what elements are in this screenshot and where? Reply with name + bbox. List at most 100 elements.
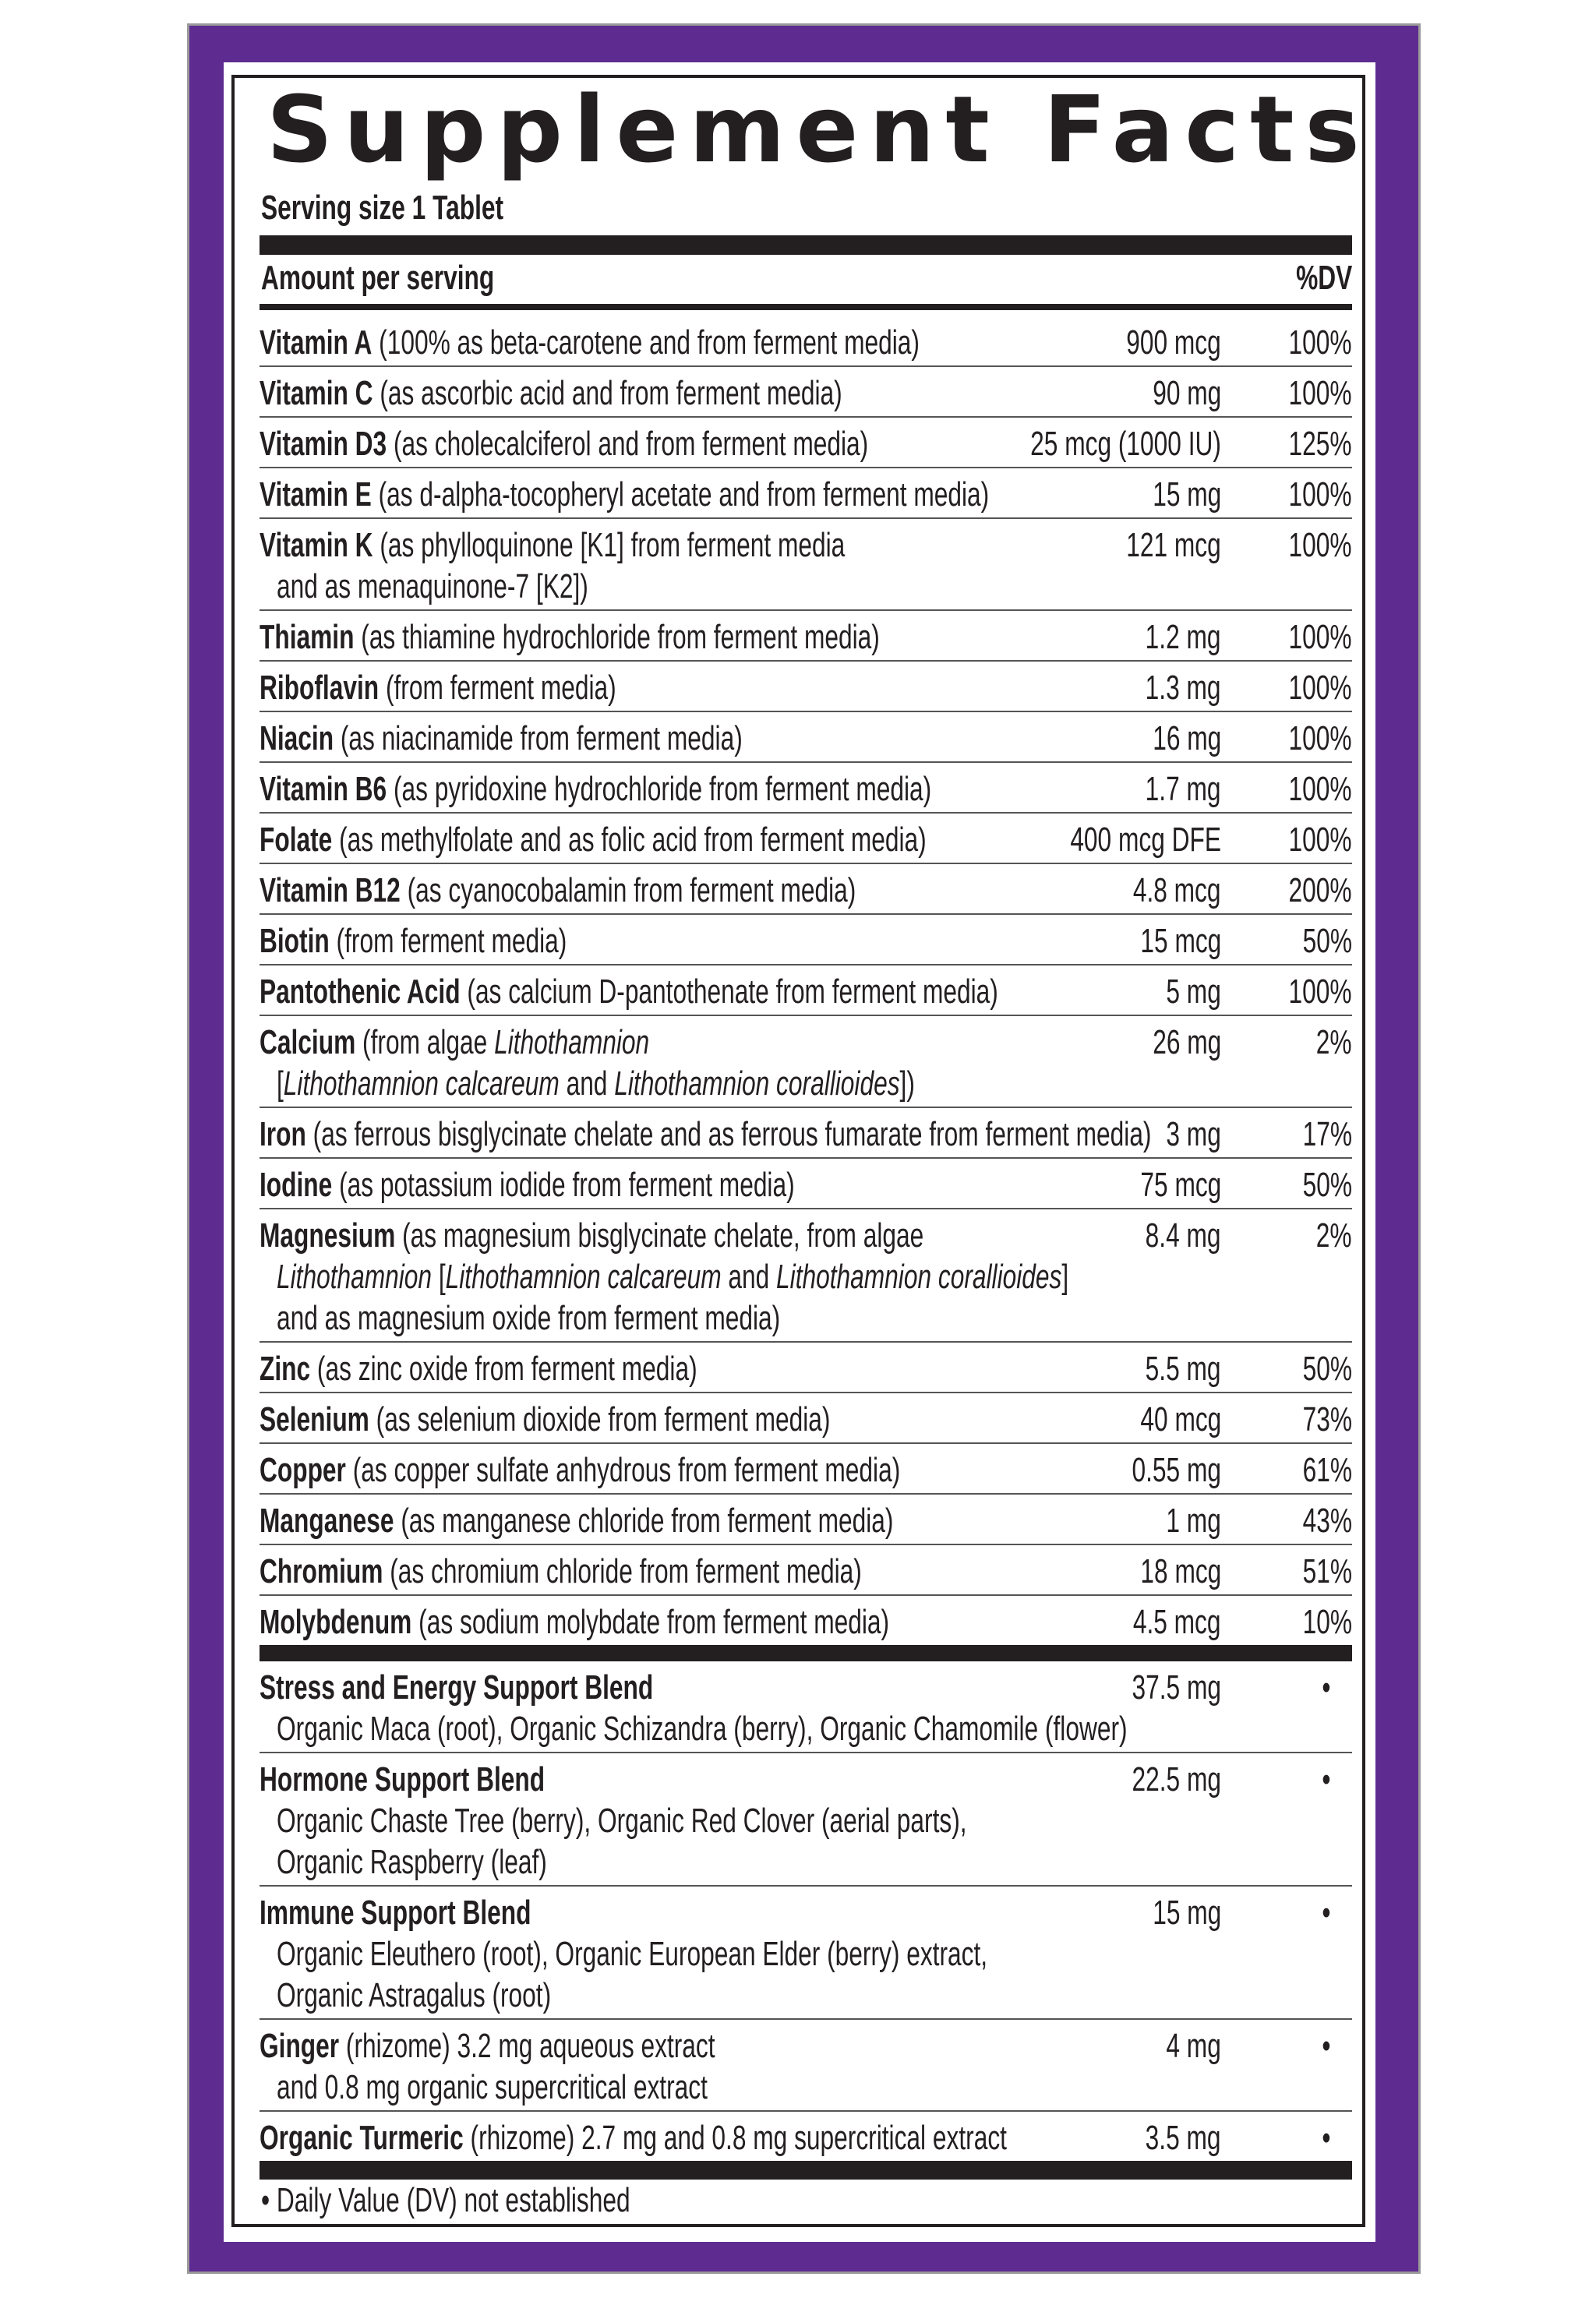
supplement-facts-panel (231, 75, 1365, 2227)
row-first-line-text: Vitamin C (as ascorbic acid and from fer… (260, 372, 842, 414)
description-text: ] (1061, 1258, 1069, 1296)
percent-daily-value: 43% (1284, 1500, 1352, 1541)
amount-text: 4 mg (1166, 2027, 1221, 2065)
nutrient-row: Thiamin (as thiamine hydrochloride from … (260, 611, 1352, 662)
row-first-line-text: Chromium (as chromium chloride from ferm… (260, 1551, 862, 1592)
description-text: (from ferment media) (385, 669, 616, 707)
row-continuation-text: and as magnesium oxide from ferment medi… (277, 1297, 780, 1339)
amount-per-serving: 5 mg (1145, 971, 1221, 1012)
thick-divider (260, 1645, 1352, 1661)
row-continuation-text: Organic Astragalus (root) (277, 1975, 551, 2016)
blend-row: Immune Support Blend Organic Eleuthero (r… (260, 1887, 1352, 2020)
ingredient-name: Calcium (260, 1023, 356, 1061)
ingredient-name: Vitamin A (260, 323, 373, 362)
ingredient-name: Folate (260, 821, 333, 859)
dv-header-text: %DV (1295, 259, 1352, 297)
description-text: (as chromium chloride from ferment media… (390, 1552, 862, 1590)
amount-per-serving: 18 mcg (1109, 1551, 1221, 1592)
dv-text: 100% (1288, 770, 1352, 808)
blend-row: Stress and Energy Support Blend Organic M… (260, 1661, 1352, 1753)
nutrient-row: Vitamin D3 (as cholecalciferol and from … (260, 418, 1352, 468)
row-continuation-line: Organic Maca (root), Organic Schizandra … (260, 1708, 1352, 1749)
percent-daily-value: 125% (1264, 423, 1352, 464)
percent-daily-value: 100% (1264, 819, 1352, 860)
amount-per-serving-header: Amount per serving (261, 257, 585, 298)
description-text: (as selenium dioxide from ferment media) (376, 1400, 831, 1438)
row-first-line-text: Molybdenum (as sodium molybdate from fer… (260, 1601, 889, 1643)
amount-text: 40 mcg (1140, 1400, 1221, 1438)
dv-not-established-marker: • (1319, 1759, 1330, 1800)
row-first-line: Manganese (as manganese chloride from fe… (260, 1500, 1352, 1541)
amount-text: 900 mcg (1126, 323, 1221, 362)
amount-per-serving: 4.5 mcg (1099, 1601, 1221, 1643)
row-first-line: Immune Support Blend (260, 1892, 1352, 1933)
row-first-line-text: Vitamin A (100% as beta-carotene and fro… (260, 322, 920, 363)
amount-text: 1.2 mg (1146, 618, 1221, 656)
nutrient-row: Pantothenic Acid (as calcium D-pantothen… (260, 965, 1352, 1016)
row-first-line-text: Biotin (from ferment media) (260, 920, 567, 962)
row-first-line-text: Hormone Support Blend (260, 1759, 545, 1800)
nutrient-row: Manganese (as manganese chloride from fe… (260, 1495, 1352, 1545)
description-text: (as calcium D-pantothenate from ferment … (467, 973, 998, 1011)
row-continuation-text: and 0.8 mg organic supercritical extract (277, 2067, 708, 2108)
nutrient-row: Selenium (as selenium dioxide from ferme… (260, 1393, 1352, 1444)
panel-title: Supplement Facts (267, 76, 1371, 183)
description-text: and 0.8 mg organic supercritical extract (277, 2068, 708, 2106)
ingredient-name: Organic Turmeric (260, 2119, 464, 2157)
dv-text: 50% (1302, 922, 1352, 960)
nutrient-row: Vitamin K (as phylloquinone [K1] from fe… (260, 519, 1352, 611)
dv-header: %DV (1274, 257, 1352, 298)
row-continuation-line: and as menaquinone-7 [K2]) (260, 566, 1352, 607)
species-name: Lithothamnion (277, 1258, 433, 1296)
description-text: (as sodium molybdate from ferment media) (418, 1603, 890, 1641)
dv-text: • (1321, 2119, 1330, 2157)
ingredient-name: Immune Support Blend (260, 1894, 531, 1932)
ingredient-name: Ginger (260, 2027, 340, 2065)
row-continuation-line: and as magnesium oxide from ferment medi… (260, 1297, 1352, 1339)
serving-size: Serving size 1 Tablet (261, 187, 598, 228)
percent-daily-value: 50% (1284, 920, 1352, 962)
dv-text: 100% (1288, 973, 1352, 1011)
ingredient-name: Chromium (260, 1552, 383, 1590)
dv-text: • (1321, 1760, 1330, 1799)
row-first-line: Hormone Support Blend (260, 1759, 1352, 1800)
percent-daily-value: 100% (1264, 524, 1352, 566)
ingredient-name: Vitamin D3 (260, 425, 387, 463)
amount-per-serving: 5.5 mg (1116, 1348, 1221, 1389)
row-first-line: Vitamin B12 (as cyanocobalamin from ferm… (260, 870, 1352, 911)
row-first-line-text: Manganese (as manganese chloride from fe… (260, 1500, 893, 1541)
row-first-line-text: Iron (as ferrous bisglycinate chelate an… (260, 1114, 1151, 1155)
dv-not-established-marker: • (1319, 1667, 1330, 1708)
amount-text: 121 mcg (1126, 526, 1221, 564)
amount-per-serving: 4.8 mcg (1099, 870, 1221, 911)
row-continuation-line: Organic Astragalus (root) (260, 1975, 1352, 2016)
percent-daily-value: 100% (1264, 971, 1352, 1012)
description-text: (100% as beta-carotene and from ferment … (379, 323, 920, 362)
row-continuation-line: Lithothamnion [Lithothamnion calcareum a… (260, 1256, 1352, 1297)
footnote: • Daily Value (DV) not established (261, 2180, 774, 2221)
dv-text: 100% (1288, 475, 1352, 514)
nutrient-row: Molybdenum (as sodium molybdate from fer… (260, 1596, 1352, 1645)
species-name: Lithothamnion corallioides (776, 1258, 1062, 1296)
medium-divider (260, 304, 1352, 310)
description-text: (as ferrous bisglycinate chelate and as … (312, 1115, 1152, 1153)
amount-text: 15 mcg (1140, 922, 1221, 960)
amount-per-serving: 1 mg (1145, 1500, 1221, 1541)
amount-text: 18 mcg (1140, 1552, 1221, 1590)
dv-text: 2% (1316, 1216, 1352, 1255)
description-text: Organic Raspberry (leaf) (277, 1843, 547, 1881)
amount-per-serving: 3.5 mg (1116, 2117, 1221, 2159)
row-first-line: Selenium (as selenium dioxide from ferme… (260, 1399, 1352, 1440)
amount-per-serving: 0.55 mg (1097, 1449, 1221, 1491)
description-text: [ (432, 1258, 446, 1296)
row-first-line-text: Thiamin (as thiamine hydrochloride from … (260, 616, 880, 658)
nutrient-row: Zinc (as zinc oxide from ferment media) 5… (260, 1343, 1352, 1393)
dv-text: • (1321, 2027, 1330, 2065)
species-name: Lithothamnion calcareum (445, 1258, 722, 1296)
amount-text: 0.55 mg (1132, 1451, 1221, 1489)
ingredient-name: Pantothenic Acid (260, 973, 461, 1011)
nutrient-table: Vitamin A (100% as beta-carotene and fro… (260, 310, 1352, 1645)
nutrient-row: Riboflavin (from ferment media) 1.3 mg 100… (260, 662, 1352, 712)
description-text: (from ferment media) (336, 922, 567, 960)
row-continuation-text: Organic Maca (root), Organic Schizandra … (277, 1708, 1128, 1749)
